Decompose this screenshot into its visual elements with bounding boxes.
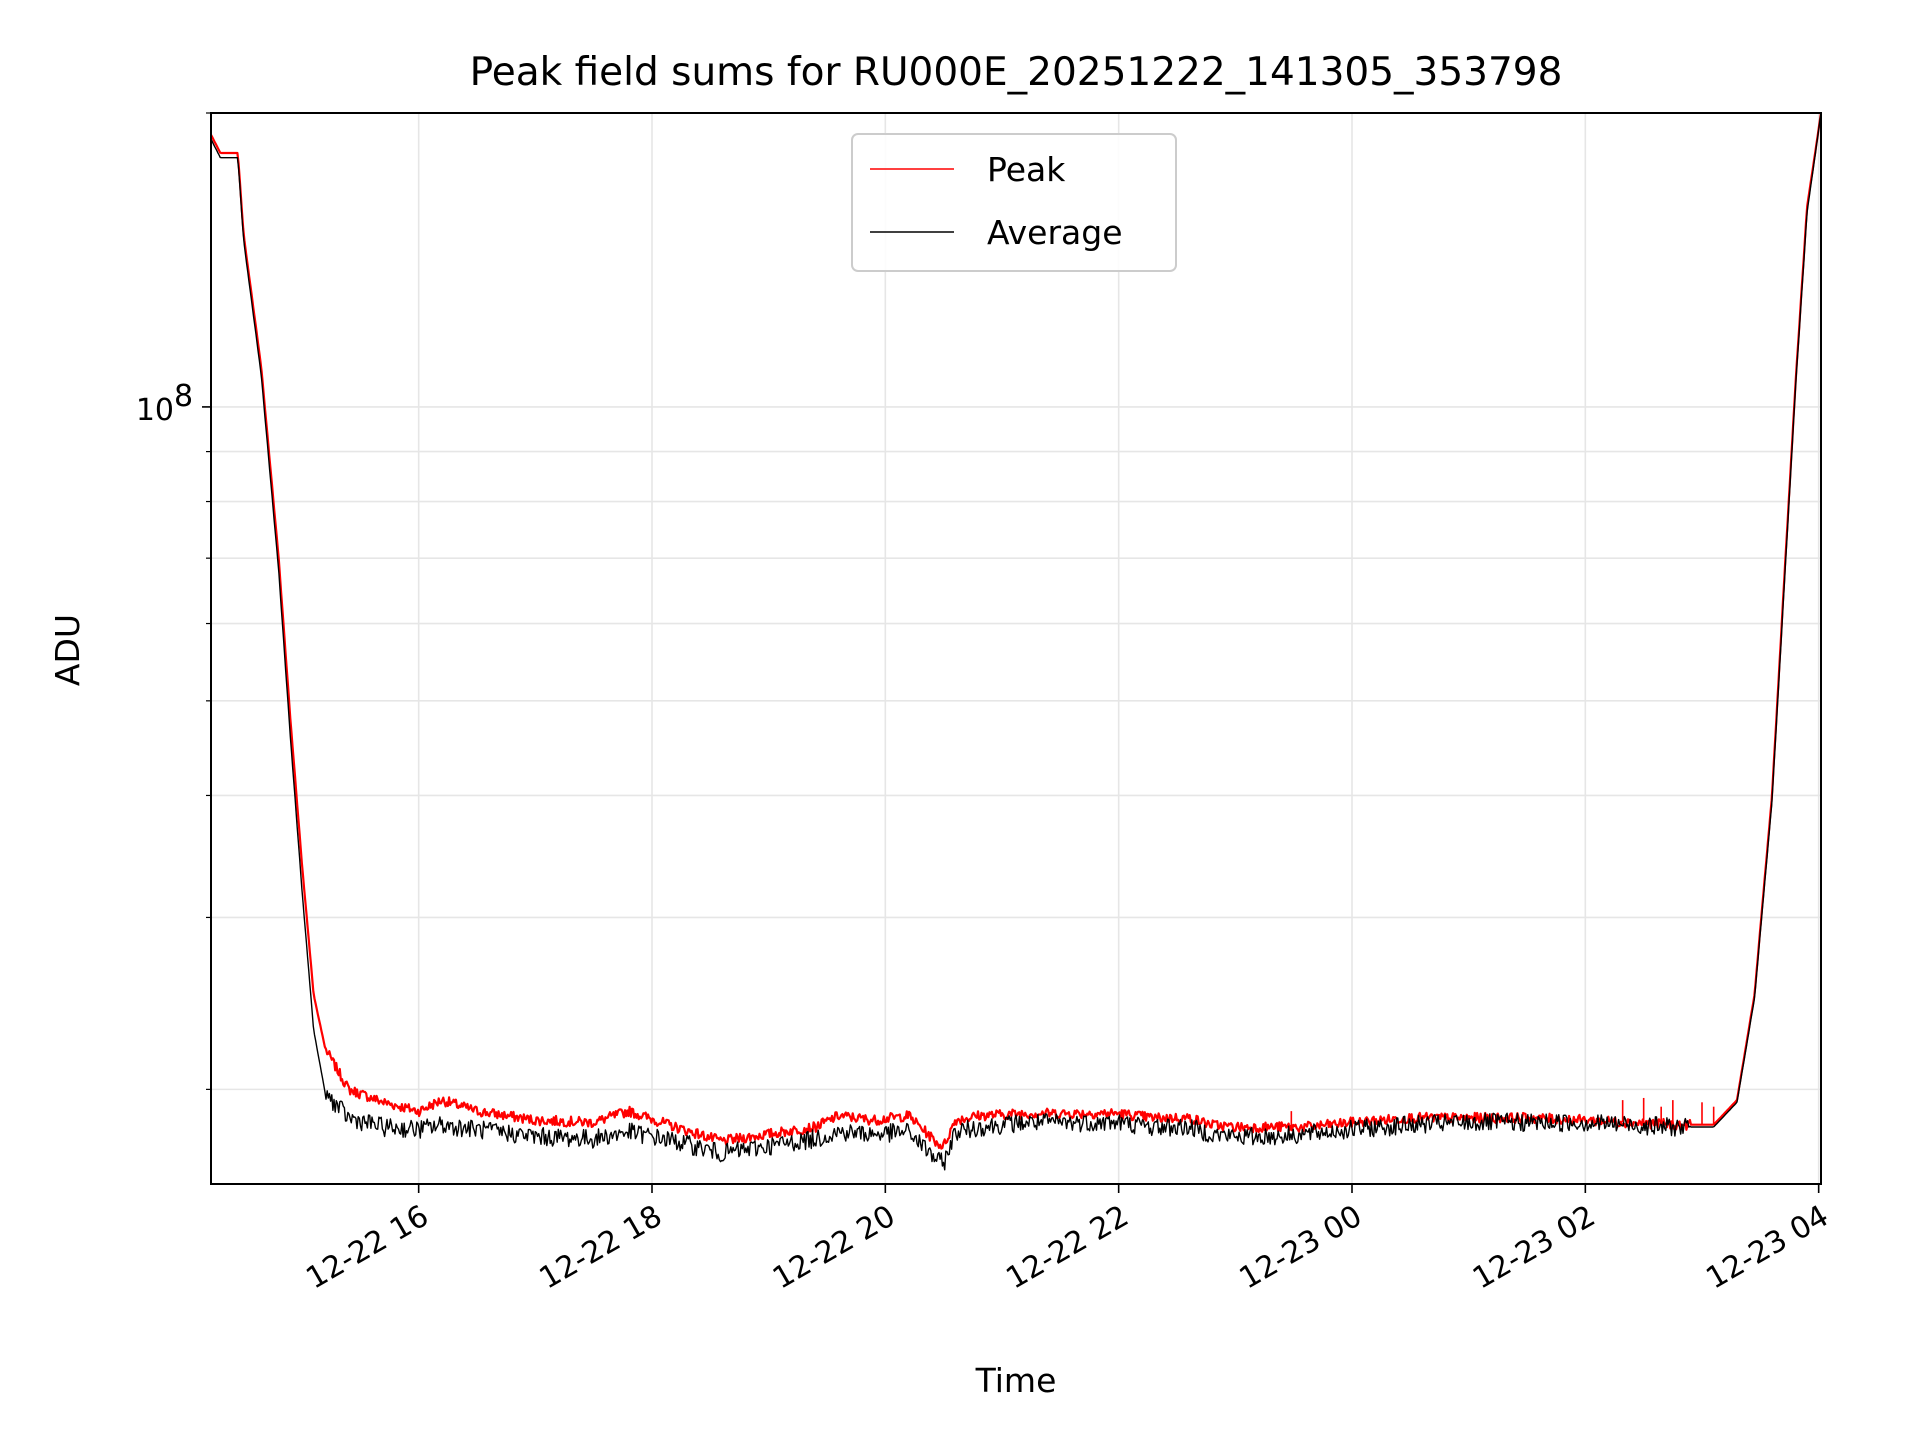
- y-tick-exponent: 8: [174, 379, 193, 414]
- x-axis-label: Time: [975, 1361, 1057, 1400]
- series-line-average: [210, 112, 1822, 1171]
- legend-label-average: Average: [987, 213, 1123, 252]
- plot-frame: [210, 112, 1822, 1185]
- chart-title: Peak field sums for RU000E_20251222_1413…: [470, 50, 1563, 95]
- legend-label-peak: Peak: [987, 150, 1066, 189]
- y-tick-label: 10: [136, 393, 174, 428]
- grid-layer: [211, 112, 1821, 1184]
- y-axis-label: ADU: [48, 614, 87, 686]
- legend: Peak Average: [851, 133, 1177, 272]
- series-layer: [210, 112, 1823, 1171]
